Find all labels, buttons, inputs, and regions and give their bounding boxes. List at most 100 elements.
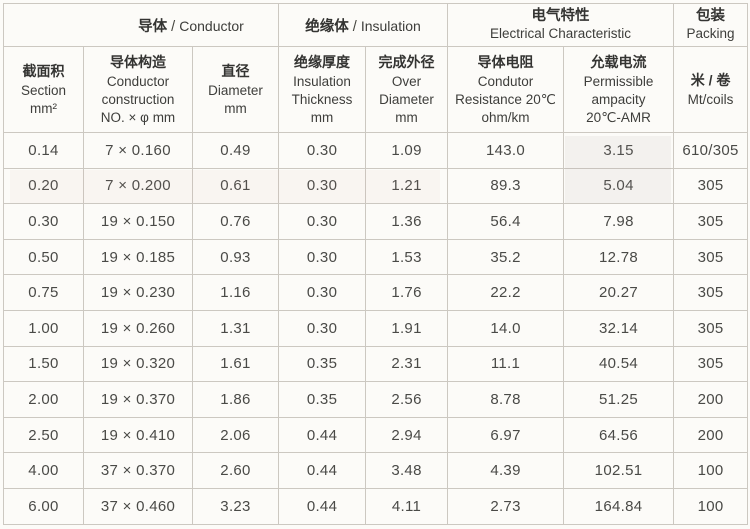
- table-row: 2.00 19 × 0.370 1.86 0.35 2.56 8.78 51.25 200: [3, 381, 749, 418]
- column-label-en: Diameter: [379, 92, 434, 108]
- cell-resistance: 11.1: [447, 345, 565, 383]
- cell-over-diameter: 2.56: [365, 381, 449, 418]
- cell-mt-coils: 305: [673, 167, 749, 205]
- cell-diameter: 2.06: [191, 416, 280, 454]
- column-label-zh: 直径: [221, 63, 250, 80]
- cell-construction: 37 × 0.460: [83, 487, 193, 525]
- table-row: 0.75 19 × 0.230 1.16 0.30 1.76 22.2 20.27 305: [3, 274, 749, 311]
- column-label-en: mm: [310, 109, 334, 125]
- cell-diameter: 1.86: [191, 381, 280, 418]
- cell-over-diameter: 1.09: [365, 132, 449, 169]
- group-label-en: Conductor: [179, 17, 244, 34]
- cell-construction: 19 × 0.320: [83, 345, 193, 383]
- cell-resistance: 14.0: [447, 309, 565, 347]
- cell-mt-coils: 100: [673, 452, 749, 489]
- column-header-diameter: 直径 Diameter mm: [191, 46, 280, 133]
- cell-resistance: 2.73: [447, 487, 565, 525]
- cell-construction: 19 × 0.410: [83, 416, 193, 454]
- cell-resistance: 6.97: [447, 416, 565, 454]
- group-header-packing: 包装 Packing: [673, 3, 749, 47]
- column-label-en: Mt/coils: [687, 92, 734, 108]
- cell-ampacity: 164.84: [563, 487, 675, 525]
- group-label-zh: 电气特性: [531, 7, 590, 24]
- cell-section: 6.00: [3, 487, 84, 525]
- table-row: 0.30 19 × 0.150 0.76 0.30 1.36 56.4 7.98 305: [3, 203, 749, 240]
- column-label-zh: 完成外径: [378, 54, 435, 71]
- cell-construction: 19 × 0.185: [83, 238, 193, 276]
- cell-mt-coils: 200: [673, 381, 749, 418]
- group-label-en: Electrical Characteristic: [490, 26, 632, 42]
- column-label-en: mm: [224, 101, 247, 116]
- cell-diameter: 2.60: [191, 452, 280, 489]
- table-row: 4.00 37 × 0.370 2.60 0.44 3.48 4.39 102.51 100: [3, 452, 749, 489]
- column-label-en: construction: [101, 92, 175, 108]
- cell-section: 0.20: [3, 167, 84, 205]
- cell-ampacity: 102.51: [563, 452, 675, 489]
- cell-insulation-thickness: 0.44: [278, 416, 367, 454]
- column-label-en: ohm/km: [481, 109, 530, 125]
- cell-diameter: 0.76: [191, 203, 280, 240]
- cell-diameter: 0.93: [191, 238, 280, 276]
- cell-section: 0.14: [3, 132, 84, 169]
- cell-over-diameter: 1.21: [365, 167, 449, 205]
- cell-mt-coils: 100: [673, 487, 749, 525]
- cell-construction: 19 × 0.230: [83, 274, 193, 311]
- cell-over-diameter: 2.31: [365, 345, 449, 383]
- cell-mt-coils: 305: [673, 309, 749, 347]
- cell-resistance: 4.39: [447, 452, 565, 489]
- table-row: 1.50 19 × 0.320 1.61 0.35 2.31 11.1 40.54 305: [3, 345, 749, 383]
- table-row: 1.00 19 × 0.260 1.31 0.30 1.91 14.0 32.14 305: [3, 309, 749, 347]
- cell-over-diameter: 1.91: [365, 309, 449, 347]
- cell-insulation-thickness: 0.35: [278, 345, 367, 383]
- cell-diameter: 1.16: [191, 274, 280, 311]
- cell-ampacity: 64.56: [563, 416, 675, 454]
- column-label-en: Resistance 20℃: [455, 92, 556, 108]
- cell-section: 2.00: [3, 381, 84, 418]
- group-header-insulation: 绝缘体 / Insulation: [278, 3, 449, 47]
- cell-construction: 7 × 0.160: [83, 132, 193, 169]
- cell-section: 0.30: [3, 203, 84, 240]
- cell-ampacity: 7.98: [563, 203, 675, 240]
- group-header-conductor: 导体 / Conductor: [2, 3, 280, 47]
- cell-construction: 19 × 0.150: [83, 203, 193, 240]
- cell-insulation-thickness: 0.30: [278, 309, 367, 347]
- cell-ampacity: 32.14: [563, 309, 675, 347]
- column-header-ampacity: 允载电流 Permissible ampacity 20℃-AMR: [563, 46, 675, 133]
- cell-over-diameter: 3.48: [365, 452, 449, 489]
- table-row: 0.14 7 × 0.160 0.49 0.30 1.09 143.0 3.15 610/30…: [3, 132, 749, 169]
- column-label-zh: 导体构造: [110, 54, 166, 71]
- cell-ampacity: 3.15: [563, 132, 675, 169]
- group-label-zh: 包装: [696, 7, 726, 24]
- cell-over-diameter: 1.53: [365, 238, 449, 276]
- cell-insulation-thickness: 0.30: [278, 167, 367, 205]
- cell-diameter: 0.49: [191, 132, 280, 169]
- cell-insulation-thickness: 0.30: [278, 203, 367, 240]
- cell-insulation-thickness: 0.35: [278, 381, 367, 418]
- cell-diameter: 1.61: [191, 345, 280, 383]
- table-row: 0.50 19 × 0.185 0.93 0.30 1.53 35.2 12.78 305: [3, 238, 749, 276]
- column-label-en: Section: [20, 83, 67, 99]
- column-label-en: Over: [391, 74, 422, 90]
- column-label-en: mm²: [30, 101, 57, 116]
- cell-diameter: 3.23: [191, 487, 280, 525]
- cell-construction: 7 × 0.200: [83, 167, 193, 205]
- column-label-en: Thickness: [291, 92, 353, 108]
- column-label-zh: 米 / 卷: [690, 72, 731, 89]
- cell-ampacity: 12.78: [563, 238, 675, 276]
- group-label: 导体 / Conductor: [104, 15, 278, 36]
- group-header-row: 导体 / Conductor 绝缘体 / Insulation 电气特性 Electr…: [2, 3, 749, 47]
- group-label: 绝缘体 / Insulation: [279, 15, 447, 36]
- cell-insulation-thickness: 0.30: [278, 238, 367, 276]
- column-label-zh: 导体电阻: [477, 54, 534, 71]
- cell-section: 4.00: [3, 452, 84, 489]
- table-row: 2.50 19 × 0.410 2.06 0.44 2.94 6.97 64.56 200: [3, 416, 749, 454]
- cell-insulation-thickness: 0.44: [278, 487, 367, 525]
- cell-mt-coils: 305: [673, 238, 749, 276]
- cell-insulation-thickness: 0.44: [278, 452, 367, 489]
- cell-mt-coils: 305: [673, 203, 749, 240]
- column-label-en: Permissible: [583, 74, 654, 90]
- cell-over-diameter: 4.11: [365, 487, 449, 525]
- column-header-resistance: 导体电阻 Condutor Resistance 20℃ ohm/km: [447, 46, 565, 133]
- column-label-en: Conductor: [106, 74, 170, 90]
